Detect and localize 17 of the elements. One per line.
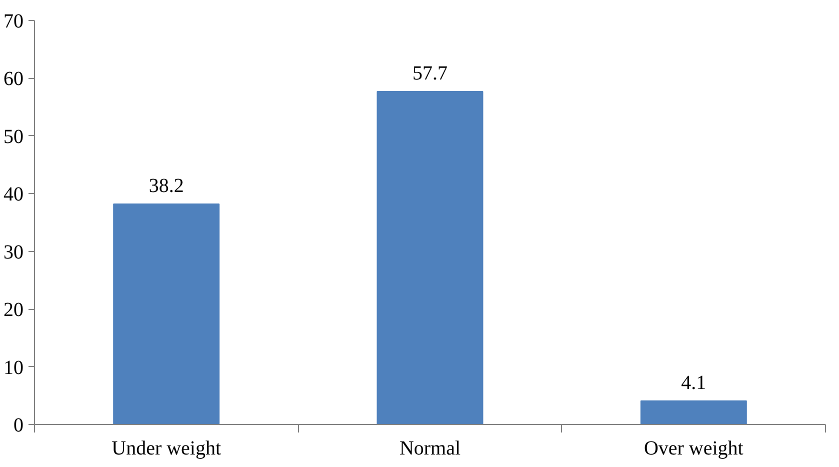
x-tick-label: Under weight [112,438,222,460]
data-label: 4.1 [681,372,706,394]
y-tick-label: 70 [4,10,24,32]
y-tick-label: 20 [4,299,24,322]
x-tick-label: Normal [399,438,461,460]
y-tick-label: 30 [4,241,24,264]
y-tick-label: 0 [14,414,24,436]
data-label: 57.7 [412,62,448,84]
bar [640,400,747,424]
y-tick-label: 10 [4,356,24,379]
data-label: 38.2 [148,175,184,198]
bar [113,204,220,424]
y-tick-label: 60 [4,68,24,90]
y-tick-label: 50 [4,126,24,148]
x-tick-label: Over weight [644,438,744,460]
y-tick-label: 40 [4,184,24,206]
bar [376,90,484,424]
